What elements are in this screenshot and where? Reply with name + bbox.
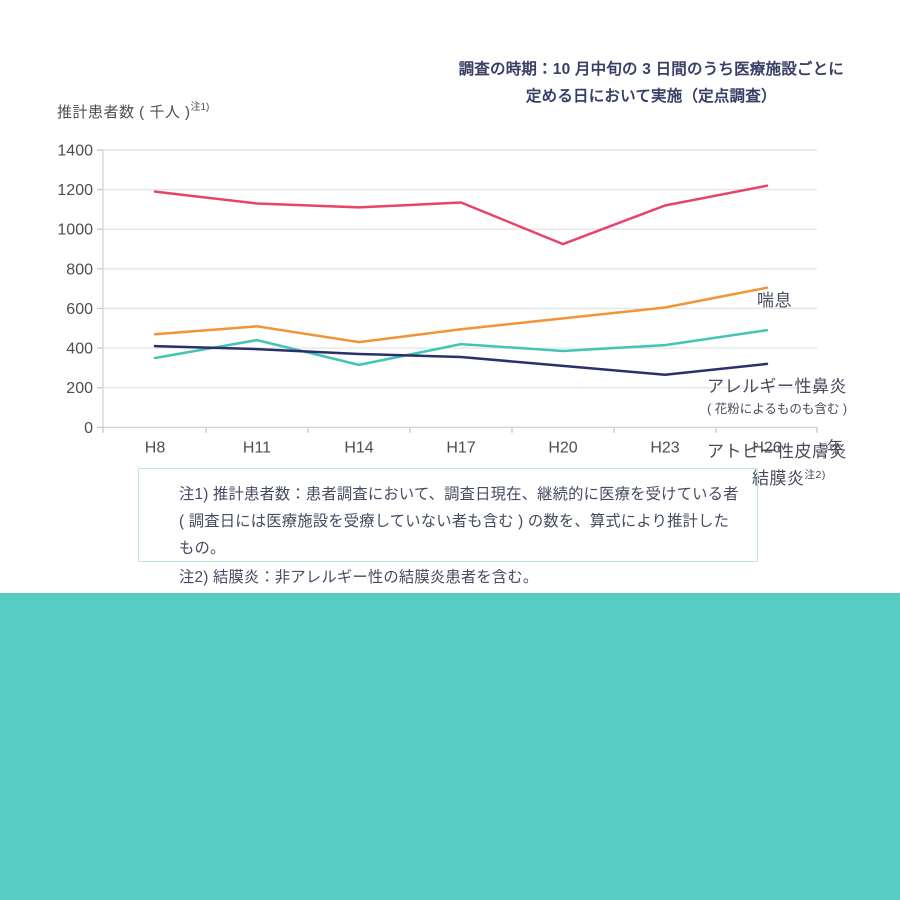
legend-allergic-rhinitis: アレルギー性鼻炎 ( 花粉によるものも含む ) bbox=[707, 372, 847, 417]
x-tick-label-H8: H8 bbox=[145, 439, 166, 456]
legend-conjunctivitis-label: 結膜炎 bbox=[752, 469, 805, 488]
legend-asthma-label: 喘息 bbox=[757, 291, 792, 310]
y-tick-label-1000: 1000 bbox=[57, 222, 93, 239]
legend-conjunctivitis-footnote-ref: 注2) bbox=[804, 469, 826, 481]
y-tick-label-1400: 1400 bbox=[57, 143, 93, 160]
x-tick-label-H23: H23 bbox=[650, 439, 679, 456]
y-tick-label-0: 0 bbox=[84, 420, 93, 437]
series-line-2 bbox=[153, 328, 769, 367]
x-tick-label-H26: H26 bbox=[752, 439, 781, 456]
survey-period-note-line1: 調査の時期：10 月中旬の 3 日間のうち医療施設ごとに bbox=[458, 61, 844, 78]
y-tick-label-200: 200 bbox=[66, 380, 93, 397]
y-axis-title: 推計患者数 ( 千人 )注1) bbox=[57, 98, 209, 122]
footnotes-box: 注1) 推計患者数：患者調査において、調査日現在、継続的に医療を受けている者 (… bbox=[138, 468, 758, 586]
legend-conjunctivitis: 結膜炎注2) bbox=[752, 464, 826, 489]
legend-atopic-dermatitis-label: アトピー性皮膚炎 bbox=[707, 442, 847, 461]
x-axis-unit-label: 年 bbox=[827, 438, 843, 456]
survey-period-note-line2: 定める日において実施（定点調査） bbox=[525, 88, 777, 106]
y-tick-label-600: 600 bbox=[66, 301, 93, 318]
survey-period-note: 調査の時期：10 月中旬の 3 日間のうち医療施設ごとに 定める日において実施（… bbox=[459, 56, 844, 110]
series-line-3 bbox=[153, 344, 769, 377]
line-chart: 0 200 400 600 800 1000 1200 1400 H8 H11 H14 H17 H20 H… bbox=[57, 143, 843, 457]
y-axis-title-footnote-ref: 注1) bbox=[190, 102, 210, 113]
x-tick-label-H11: H11 bbox=[243, 439, 271, 456]
legend-atopic-dermatitis: アトピー性皮膚炎 bbox=[707, 437, 847, 462]
y-axis-title-text: 推計患者数 ( 千人 ) bbox=[57, 104, 191, 121]
y-tick-label-400: 400 bbox=[66, 341, 93, 358]
series-line-0 bbox=[153, 184, 769, 246]
legend-allergic-rhinitis-sublabel: ( 花粉によるものも含む ) bbox=[707, 402, 847, 416]
x-tick-label-H17: H17 bbox=[446, 439, 475, 456]
title-banner: Allergies アレルギー疾患 推計患者数の年次推移 アレルギー疾患により医… bbox=[0, 593, 900, 900]
legend-asthma: 喘息 bbox=[757, 286, 792, 311]
footnote-1-line2: ( 調査日には医療施設を受療していない者も含む ) の数を、算式により推計したも… bbox=[179, 513, 730, 557]
y-tick-label-800: 800 bbox=[66, 261, 93, 278]
y-tick-label-1200: 1200 bbox=[57, 182, 93, 199]
x-tick-label-H20: H20 bbox=[548, 439, 577, 456]
line-chart-area: 0 200 400 600 800 1000 1200 1400 H8 H11 H14 H17 H20 H… bbox=[0, 130, 900, 489]
series-line-1 bbox=[153, 286, 769, 344]
legend-allergic-rhinitis-label: アレルギー性鼻炎 bbox=[707, 377, 847, 396]
x-tick-label-H14: H14 bbox=[344, 439, 373, 456]
footnote-1-line1: 注1) 推計患者数：患者調査において、調査日現在、継続的に医療を受けている者 bbox=[179, 486, 739, 503]
footnote-2: 注2) 結膜炎：非アレルギー性の結膜炎患者を含む。 bbox=[179, 569, 539, 586]
